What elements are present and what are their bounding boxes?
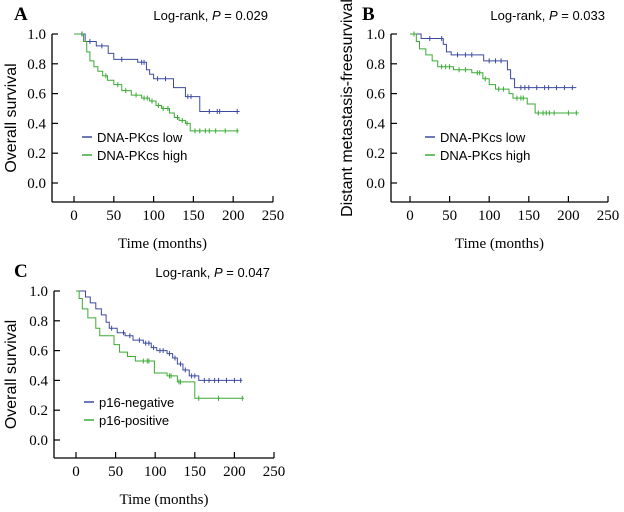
- annotation-p: P: [214, 265, 223, 280]
- annotation-prefix: Log-rank,: [490, 8, 549, 23]
- x-tick-label: 50: [108, 464, 123, 480]
- y-tick-label: 1.0: [27, 27, 46, 43]
- x-tick-label: 0: [72, 464, 80, 480]
- annotation-value: = 0.047: [223, 265, 270, 280]
- log-rank-annotation: Log-rank, P = 0.029: [153, 8, 268, 23]
- y-axis-label: Overall survival: [3, 63, 20, 172]
- panel-B: 0.0 0.2 0.4 0.6 0.8 1.0 0 50 100 150 200 250 Time (m…: [339, 0, 619, 252]
- y-tick-label: 0.2: [27, 146, 46, 162]
- annotation-p: P: [549, 8, 558, 23]
- y-tick-label: 0.6: [27, 87, 46, 103]
- y-tick-label: 0.6: [366, 87, 385, 103]
- x-tick-label: 250: [262, 208, 285, 224]
- y-axis-label: Distant metastasis-freesurvival: [339, 0, 356, 217]
- x-tick-label: 150: [182, 208, 205, 224]
- panel-label: A: [14, 4, 28, 25]
- y-tick-label: 0.8: [27, 57, 46, 73]
- annotation-prefix: Log-rank,: [155, 265, 214, 280]
- y-tick-label: 0.4: [366, 116, 385, 132]
- legend-label: p16-positive: [99, 413, 169, 428]
- panel-label: B: [362, 4, 375, 25]
- y-tick-label: 0.0: [29, 433, 48, 449]
- survival-curve: [74, 33, 239, 132]
- x-tick-label: 150: [184, 464, 207, 480]
- y-tick-label: 0.4: [27, 116, 46, 132]
- panel-label: C: [14, 261, 28, 282]
- x-axis-label: Time (months): [455, 236, 544, 252]
- x-tick-label: 200: [222, 208, 245, 224]
- legend-label: DNA-PKcs high: [97, 148, 187, 163]
- annotation-p: P: [212, 8, 221, 23]
- x-tick-label: 250: [597, 208, 620, 224]
- y-tick-label: 1.0: [29, 284, 48, 300]
- y-tick-label: 0.2: [366, 146, 385, 162]
- log-rank-annotation: Log-rank, P = 0.047: [155, 265, 270, 280]
- legend-label: DNA-PKcs high: [440, 148, 530, 163]
- panel-C: 0.0 0.2 0.4 0.6 0.8 1.0 0 50 100 150 200 250 Time (m…: [3, 261, 285, 508]
- x-tick-label: 100: [142, 208, 165, 224]
- legend-label: DNA-PKcs low: [97, 130, 183, 145]
- x-tick-label: 100: [144, 464, 167, 480]
- x-axis-label: Time (months): [118, 236, 207, 252]
- annotation-prefix: Log-rank,: [153, 8, 212, 23]
- legend-label: p16-negative: [99, 395, 174, 410]
- x-axis-label: Time (months): [119, 492, 208, 508]
- y-tick-label: 1.0: [366, 27, 385, 43]
- panel-A: 0.0 0.2 0.4 0.6 0.8 1.0 0 50 100 150 200 250 Time (m…: [3, 4, 284, 252]
- y-tick-label: 0.6: [29, 344, 48, 360]
- y-tick-label: 0.0: [27, 176, 46, 192]
- x-tick-label: 200: [557, 208, 580, 224]
- survival-curve: [76, 290, 243, 381]
- x-tick-label: 0: [70, 208, 78, 224]
- x-tick-label: 50: [442, 208, 457, 224]
- legend-label: DNA-PKcs low: [440, 130, 526, 145]
- survival-curve: [410, 33, 577, 89]
- y-tick-label: 0.0: [366, 176, 385, 192]
- x-tick-label: 50: [106, 208, 121, 224]
- survival-curve: [76, 290, 244, 399]
- survival-curve: [410, 33, 579, 114]
- x-tick-label: 100: [478, 208, 501, 224]
- x-tick-label: 250: [263, 464, 286, 480]
- survival-curve: [74, 33, 240, 112]
- x-tick-label: 0: [406, 208, 414, 224]
- y-tick-label: 0.4: [29, 373, 48, 389]
- annotation-value: = 0.029: [221, 8, 268, 23]
- x-tick-label: 200: [223, 464, 246, 480]
- annotation-value: = 0.033: [558, 8, 605, 23]
- y-tick-label: 0.8: [29, 314, 48, 330]
- y-axis-label: Overall survival: [3, 320, 20, 429]
- y-tick-label: 0.8: [366, 57, 385, 73]
- log-rank-annotation: Log-rank, P = 0.033: [490, 8, 605, 23]
- y-tick-label: 0.2: [29, 403, 48, 419]
- x-tick-label: 150: [518, 208, 541, 224]
